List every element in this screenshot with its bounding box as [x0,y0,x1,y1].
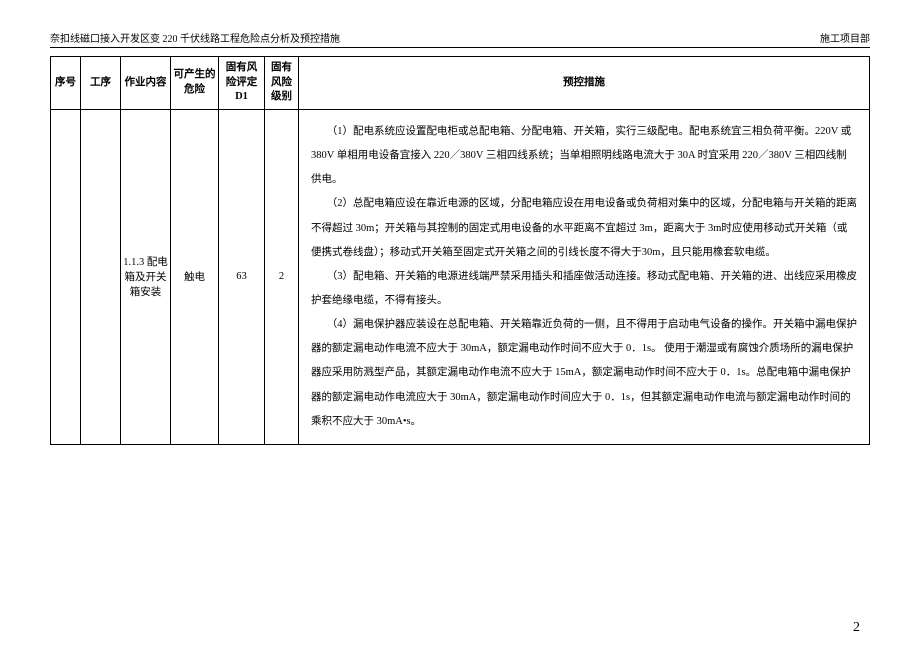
header-right: 施工项目部 [820,30,870,45]
col-measure: 预控措施 [299,57,870,110]
col-level: 固有风险级别 [265,57,299,110]
measure-p3: （3）配电箱、开关箱的电源进线端严禁采用插头和插座做活动连接。移动式配电箱、开关… [311,265,857,313]
col-seq: 序号 [51,57,81,110]
cell-proc [81,110,121,445]
col-work: 作业内容 [121,57,171,110]
cell-work: 1.1.3 配电箱及开关箱安装 [121,110,171,445]
risk-table: 序号 工序 作业内容 可产生的危险 固有风险评定D1 固有风险级别 预控措施 1… [50,56,870,445]
col-hazard: 可产生的危险 [171,57,219,110]
cell-d1: 63 [219,110,265,445]
cell-seq [51,110,81,445]
col-d1: 固有风险评定D1 [219,57,265,110]
cell-hazard: 触电 [171,110,219,445]
page-header: 奈扣线磁口接入开发区变 220 千伏线路工程危险点分析及预控措施 施工项目部 [50,30,870,48]
table-header-row: 序号 工序 作业内容 可产生的危险 固有风险评定D1 固有风险级别 预控措施 [51,57,870,110]
table-row: 1.1.3 配电箱及开关箱安装 触电 63 2 （1）配电系统应设置配电柜或总配… [51,110,870,445]
measure-p4: （4）漏电保护器应装设在总配电箱、开关箱靠近负荷的一侧，且不得用于启动电气设备的… [311,313,857,434]
header-left: 奈扣线磁口接入开发区变 220 千伏线路工程危险点分析及预控措施 [50,30,340,45]
col-proc: 工序 [81,57,121,110]
measure-p1: （1）配电系统应设置配电柜或总配电箱、分配电箱、开关箱，实行三级配电。配电系统宜… [311,120,857,192]
measure-p2: （2）总配电箱应设在靠近电源的区域，分配电箱应设在用电设备或负荷相对集中的区域，… [311,192,857,264]
page-number: 2 [853,620,860,636]
cell-measure: （1）配电系统应设置配电柜或总配电箱、分配电箱、开关箱，实行三级配电。配电系统宜… [299,110,870,445]
cell-level: 2 [265,110,299,445]
